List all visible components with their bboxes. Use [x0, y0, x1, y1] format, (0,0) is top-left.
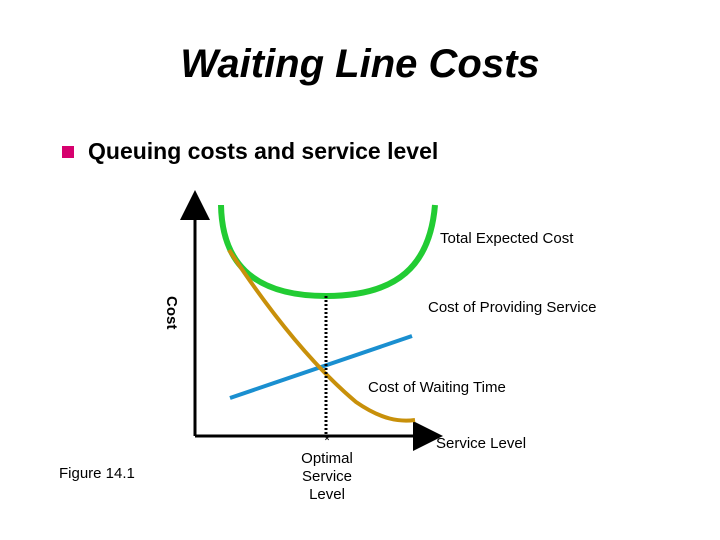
square-bullet-icon: [62, 145, 74, 158]
optimal-line-3: Level: [309, 486, 345, 503]
optimal-service-level-label: * Optimal Service Level: [282, 432, 372, 504]
slide-title: Waiting Line Costs: [180, 42, 540, 86]
cost-of-waiting-time-curve: [227, 248, 416, 423]
x-axis-label: Service Level: [436, 435, 526, 452]
bullet-text: Queuing costs and service level: [88, 138, 439, 164]
y-axis-label: Cost: [163, 296, 180, 329]
cost-of-providing-service-label: Cost of Providing Service: [428, 299, 596, 316]
figure-label: Figure 14.1: [59, 465, 135, 482]
optimal-star: *: [324, 432, 330, 449]
cost-of-waiting-time-label: Cost of Waiting Time: [368, 379, 506, 396]
optimal-line-2: Service: [301, 468, 353, 485]
total-expected-cost-label: Total Expected Cost: [440, 230, 574, 247]
bullet-item: Queuing costs and service level: [62, 138, 438, 165]
optimal-line-1: Optimal: [301, 450, 353, 467]
